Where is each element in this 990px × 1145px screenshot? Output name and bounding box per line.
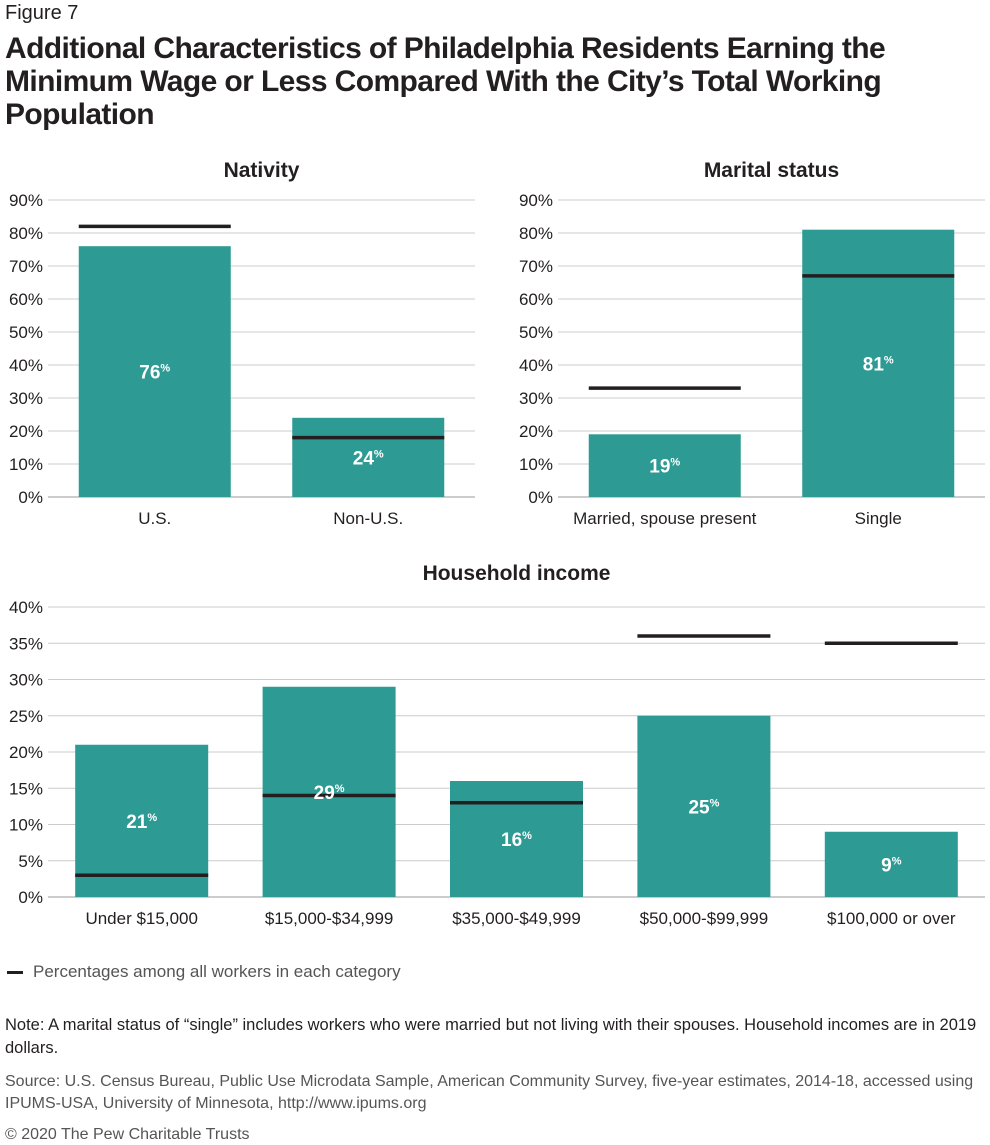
y-tick-label: 30%: [9, 389, 43, 408]
y-tick-label: 0%: [18, 488, 43, 507]
y-tick-label: 0%: [528, 488, 553, 507]
panel-title: Household income: [423, 562, 611, 585]
y-tick-label: 35%: [9, 634, 43, 653]
bar: [262, 686, 396, 897]
y-tick-label: 60%: [519, 290, 553, 309]
nativity-chart: Nativity 0% 10% 20% 30% 40% 50% 60% 70% 80% 90% 76%…: [9, 159, 475, 528]
source: Source: U.S. Census Bureau, Public Use M…: [5, 1073, 974, 1112]
figure-label: Figure 7: [5, 2, 79, 24]
category-label: $35,000-$49,999: [452, 909, 581, 928]
bar-value-label: 81%: [863, 354, 894, 375]
bar: [637, 715, 771, 897]
panel-title: Marital status: [704, 159, 839, 182]
note: Note: A marital status of “single” inclu…: [5, 1016, 977, 1057]
bar: [450, 781, 583, 897]
household-income-chart: Household income 0% 5% 10% 15% 20% 25% 30% 35% 40…: [9, 562, 985, 928]
y-tick-label: 80%: [9, 224, 43, 243]
category-label: $50,000-$99,999: [640, 909, 769, 928]
y-tick-label: 10%: [519, 455, 553, 474]
legend-label: Percentages among all workers in each ca…: [33, 962, 401, 981]
y-tick-label: 5%: [18, 852, 43, 871]
y-tick-label: 15%: [9, 779, 43, 798]
bar-value-label: 25%: [688, 797, 719, 818]
copyright: © 2020 The Pew Charitable Trusts: [5, 1126, 250, 1143]
bar-value-label: 24%: [353, 448, 384, 469]
bar-value-label: 21%: [126, 812, 157, 833]
category-label: Non-U.S.: [333, 509, 403, 528]
category-label: Married, spouse present: [573, 509, 757, 528]
y-tick-label: 30%: [9, 671, 43, 690]
category-label: Under $15,000: [85, 909, 197, 928]
y-tick-label: 40%: [519, 356, 553, 375]
y-tick-label: 90%: [9, 191, 43, 210]
y-tick-label: 90%: [519, 191, 553, 210]
y-tick-label: 70%: [519, 257, 553, 276]
category-label: Single: [855, 509, 902, 528]
bar-value-label: 19%: [649, 457, 680, 478]
y-tick-label: 50%: [519, 323, 553, 342]
y-tick-label: 30%: [519, 389, 553, 408]
legend: Percentages among all workers in each ca…: [5, 962, 401, 982]
figure-title: Additional Characteristics of Philadelph…: [5, 32, 886, 131]
bar: [588, 434, 741, 497]
bar: [75, 744, 209, 897]
category-label: $15,000-$34,999: [265, 909, 394, 928]
y-tick-label: 25%: [9, 707, 43, 726]
marital-status-chart: Marital status 0% 10% 20% 30% 40% 50% 60% 70% 80%…: [519, 159, 985, 528]
bar: [292, 417, 445, 497]
y-tick-label: 0%: [18, 888, 43, 907]
y-tick-label: 80%: [519, 224, 553, 243]
y-tick-label: 70%: [9, 257, 43, 276]
y-tick-label: 60%: [9, 290, 43, 309]
bar: [78, 246, 231, 497]
bar-value-label: 16%: [501, 830, 532, 851]
bar: [824, 831, 958, 897]
y-tick-label: 20%: [9, 422, 43, 441]
category-label: U.S.: [138, 509, 171, 528]
y-tick-label: 20%: [9, 743, 43, 762]
bar-value-label: 9%: [881, 855, 902, 876]
bar-value-label: 76%: [139, 363, 170, 384]
y-tick-label: 50%: [9, 323, 43, 342]
panel-title: Nativity: [224, 159, 300, 182]
y-tick-label: 40%: [9, 598, 43, 617]
y-tick-label: 20%: [519, 422, 553, 441]
y-tick-label: 10%: [9, 816, 43, 835]
bar-value-label: 29%: [314, 783, 345, 804]
y-tick-label: 10%: [9, 455, 43, 474]
category-label: $100,000 or over: [827, 909, 956, 928]
y-tick-label: 40%: [9, 356, 43, 375]
charts-canvas: Nativity 0% 10% 20% 30% 40% 50% 60% 70% 80% 90% 76%…: [9, 159, 985, 928]
legend-line-icon: [7, 971, 23, 975]
